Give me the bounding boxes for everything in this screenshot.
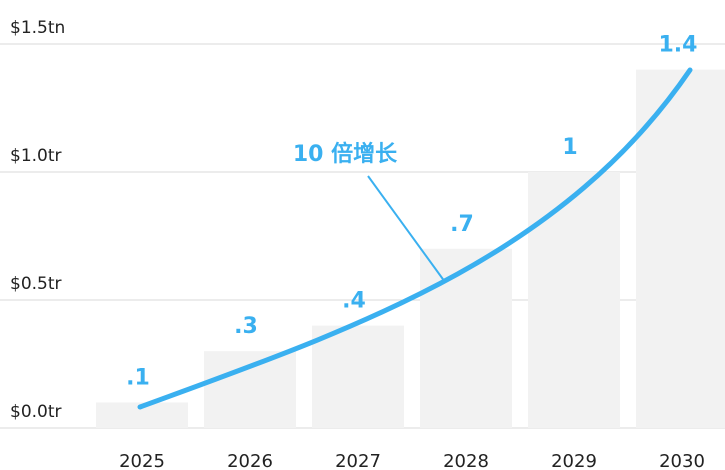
bars <box>96 69 725 428</box>
y-tick-label: $0.0tr <box>10 402 62 422</box>
bar <box>204 351 296 428</box>
value-label: 1 <box>562 135 577 160</box>
x-tick-label: 2026 <box>227 451 273 470</box>
bar <box>528 172 620 428</box>
y-tick-label: $0.5tr <box>10 274 62 294</box>
value-label: 1.4 <box>659 33 698 58</box>
bar <box>420 248 512 428</box>
value-label: .3 <box>234 314 258 339</box>
annotation-pointer <box>367 175 446 283</box>
bar <box>312 325 404 428</box>
x-tick-label: 2029 <box>551 451 597 470</box>
value-label: .4 <box>342 289 366 314</box>
y-tick-label: $1.0tr <box>10 146 62 166</box>
value-label: .7 <box>450 212 474 237</box>
bar <box>636 69 725 428</box>
x-tick-label: 2025 <box>119 451 165 470</box>
x-tick-label: 2028 <box>443 451 489 470</box>
x-tick-label: 2027 <box>335 451 381 470</box>
x-tick-label: 2030 <box>659 451 705 470</box>
annotation: 10 倍增长 <box>293 141 398 167</box>
value-label: .1 <box>126 365 150 390</box>
y-tick-label: $1.5tn <box>10 18 65 38</box>
